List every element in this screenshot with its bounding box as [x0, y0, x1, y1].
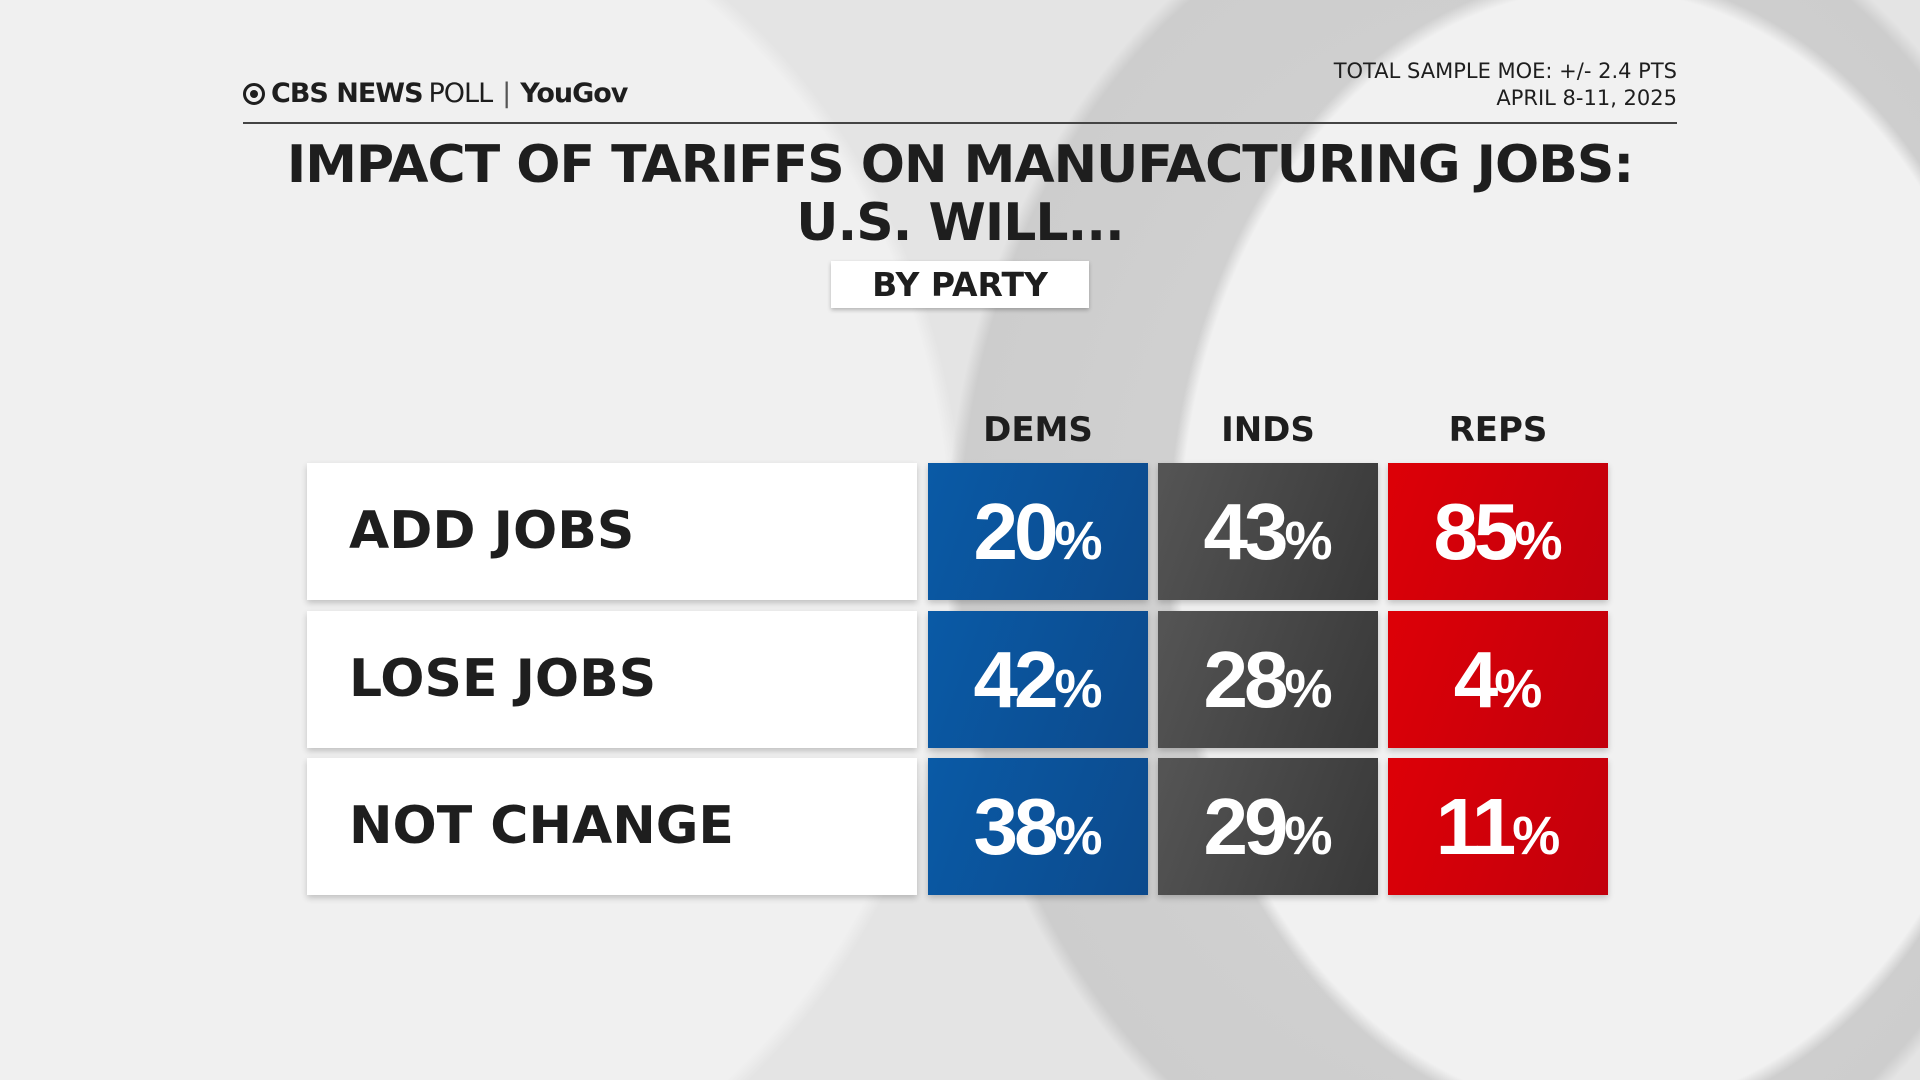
value-text: 85% [1433, 487, 1563, 576]
value-cell-dems: 38% [928, 758, 1148, 895]
value-text: 43% [1203, 487, 1333, 576]
value-cell-inds: 28% [1158, 611, 1378, 748]
value-text: 42% [973, 635, 1103, 724]
poll-meta: TOTAL SAMPLE MOE: +/- 2.4 PTS APRIL 8-11… [1334, 58, 1677, 112]
value-text: 11% [1435, 782, 1561, 871]
row-label: LOSE JOBS [307, 611, 917, 748]
logo-separator: | [502, 78, 511, 109]
row-label: NOT CHANGE [307, 758, 917, 895]
column-header-reps: REPS [1448, 410, 1548, 450]
column-header-dems: DEMS [983, 410, 1093, 450]
value-text: 4% [1453, 635, 1543, 724]
header-divider [243, 122, 1677, 124]
value-text: 28% [1203, 635, 1333, 724]
value-cell-dems: 20% [928, 463, 1148, 600]
value-cell-reps: 85% [1388, 463, 1608, 600]
value-cell-inds: 43% [1158, 463, 1378, 600]
brand-poll: POLL [428, 78, 494, 109]
row-label: ADD JOBS [307, 463, 917, 600]
value-text: 38% [973, 782, 1103, 871]
value-cell-inds: 29% [1158, 758, 1378, 895]
cbs-yougov-logo: CBS NEWS POLL | YouGov [243, 78, 628, 109]
margin-of-error: TOTAL SAMPLE MOE: +/- 2.4 PTS [1333, 59, 1677, 83]
brand-name: CBS NEWS [271, 78, 424, 109]
subtitle-badge: BY PARTY [831, 261, 1089, 308]
partner-name: YouGov [520, 78, 628, 109]
value-cell-reps: 11% [1388, 758, 1608, 895]
column-header-inds: INDS [1221, 410, 1315, 450]
chart-title: IMPACT OF TARIFFS ON MANUFACTURING JOBS:… [0, 136, 1920, 252]
title-line-1: IMPACT OF TARIFFS ON MANUFACTURING JOBS: [286, 135, 1634, 195]
value-text: 20% [973, 487, 1103, 576]
value-cell-reps: 4% [1388, 611, 1608, 748]
title-line-2: U.S. WILL... [796, 193, 1125, 253]
poll-dates: APRIL 8-11, 2025 [1496, 86, 1677, 110]
value-text: 29% [1203, 782, 1333, 871]
value-cell-dems: 42% [928, 611, 1148, 748]
cbs-eye-icon [243, 82, 265, 105]
